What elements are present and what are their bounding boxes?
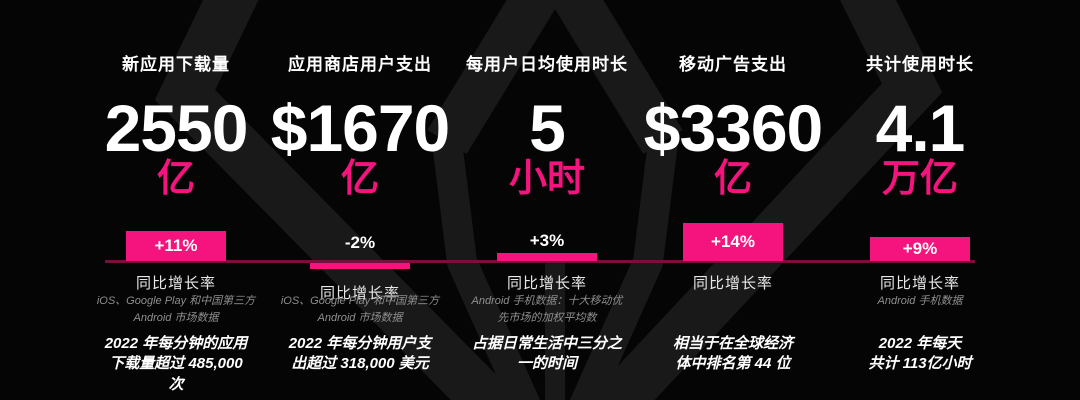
footnote: 相当于在全球经济 体中排名第 44 位 <box>672 335 793 373</box>
stat-value: $3360 <box>643 91 824 165</box>
footnote: 2022 年每分钟用户支 出超过 318,000 美元 <box>288 335 432 373</box>
growth-rate-caption: 同比增长率 <box>506 275 587 292</box>
growth-rate-caption: 同比增长率 <box>319 285 400 302</box>
stat-value: $1670 <box>270 91 451 165</box>
source-note: iOS、Google Play 和中国第三方 Android 市场数据 <box>280 295 440 325</box>
footnote: 占据日常生活中三分之 一的时间 <box>471 335 622 373</box>
stat-unit: 亿 <box>156 158 195 200</box>
stat-column-daily-usage: 每用户日均使用时长 5 小时 +3% 同比增长率 Android 手机数据：十大… <box>452 0 642 400</box>
stat-title: 新应用下载量 <box>122 55 230 74</box>
yoy-bar <box>497 253 597 261</box>
yoy-bar <box>126 231 226 261</box>
yoy-label: -2% <box>344 233 376 252</box>
stat-value: 4.1 <box>875 91 966 165</box>
stat-unit: 亿 <box>340 158 379 200</box>
stat-value: 2550 <box>104 91 249 165</box>
stat-title: 移动广告支出 <box>679 55 787 74</box>
stat-column-new-downloads: 新应用下载量 2550 亿 +11% 同比增长率 iOS、Google Play… <box>81 0 271 400</box>
source-note: Android 手机数据：十大移动优 先市场的加权平均数 <box>471 295 623 325</box>
yoy-label: +3% <box>529 231 565 250</box>
source-note: iOS、Google Play 和中国第三方 Android 市场数据 <box>96 295 256 325</box>
footnote: 2022 年每分钟的应用 下载量超过 485,000 次 <box>104 335 248 393</box>
growth-rate-caption: 同比增长率 <box>692 275 773 292</box>
growth-rate-caption: 同比增长率 <box>879 275 960 292</box>
yoy-label: +11% <box>154 236 198 255</box>
yoy-label: +9% <box>902 239 938 258</box>
stat-unit: 万亿 <box>881 158 958 200</box>
yoy-bar <box>683 223 783 261</box>
stat-title: 应用商店用户支出 <box>288 55 432 74</box>
stat-column-total-hours: 共计使用时长 4.1 万亿 +9% 同比增长率 Android 手机数据 202… <box>825 0 1015 400</box>
source-note: Android 手机数据 <box>877 295 963 307</box>
stat-column-consumer-spend: 应用商店用户支出 $1670 亿 -2% 同比增长率 iOS、Google Pl… <box>265 0 455 400</box>
stat-column-ad-spend: 移动广告支出 $3360 亿 +14% 同比增长率 相当于在全球经济 体中排名第… <box>638 0 828 400</box>
yoy-label: +14% <box>711 232 755 251</box>
stat-value: 5 <box>529 91 566 165</box>
growth-rate-caption: 同比增长率 <box>135 275 216 292</box>
stat-title: 每用户日均使用时长 <box>466 55 628 74</box>
yoy-bar <box>870 237 970 261</box>
stat-title: 共计使用时长 <box>866 55 974 74</box>
stat-unit: 亿 <box>713 158 752 200</box>
stat-unit: 小时 <box>508 158 585 200</box>
axis-line <box>105 260 975 263</box>
footnote: 2022 年每天 共计 113亿小时 <box>868 335 972 373</box>
yoy-bar <box>310 263 410 269</box>
